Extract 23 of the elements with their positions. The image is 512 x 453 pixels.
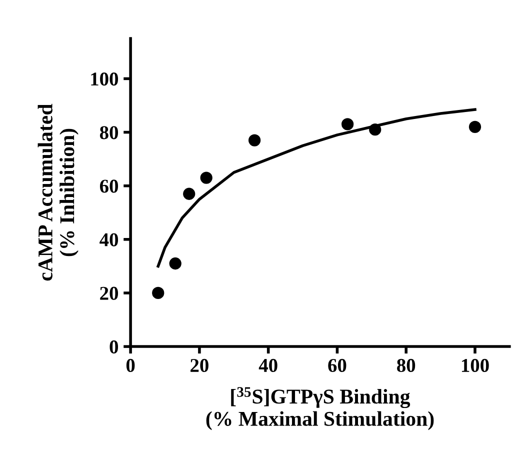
y-tick-label: 80 (100, 126, 118, 140)
x-tick-label: 40 (258, 358, 278, 372)
y-tick-label: 40 (100, 233, 118, 246)
point (200, 172, 212, 184)
point (369, 124, 382, 136)
x-axis-title: [$^{35}$S]GTPγS Binding (% Maximal Stimulation) (206, 387, 434, 430)
y-axis-title: cAMP Accumulated (% Inhibition) (38, 104, 78, 281)
x-tick-label: 0 (126, 358, 135, 372)
x-tick-label: 100 (462, 358, 489, 372)
point (183, 188, 196, 200)
x-tick-label: 60 (328, 358, 346, 372)
x-tick-label: 20 (190, 358, 208, 372)
x-tick-label: 80 (397, 358, 416, 372)
point (169, 257, 182, 270)
y-tick-label: 100 (91, 72, 118, 86)
point (152, 286, 164, 300)
y-tick-label: 20 (100, 286, 118, 300)
point (341, 118, 354, 130)
line-series (156, 108, 476, 268)
y-tick-label: 0 (110, 340, 118, 354)
point (468, 120, 482, 133)
y-tick-label: 60 (100, 180, 118, 193)
point (248, 134, 261, 146)
